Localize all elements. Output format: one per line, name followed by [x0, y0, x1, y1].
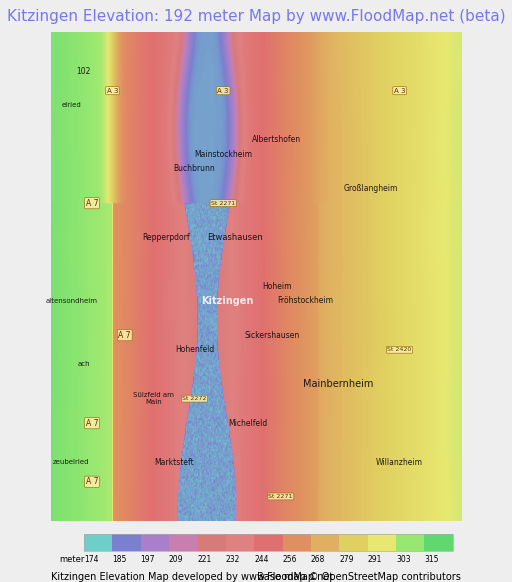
FancyBboxPatch shape [84, 534, 112, 552]
Text: Willanzheim: Willanzheim [376, 457, 423, 467]
Text: Hoheim: Hoheim [262, 282, 291, 291]
Text: A 3: A 3 [218, 88, 229, 94]
Text: 197: 197 [140, 555, 155, 563]
Text: 291: 291 [368, 555, 382, 563]
Text: A 7: A 7 [86, 477, 98, 487]
Text: 221: 221 [197, 555, 211, 563]
Text: Etwashausen: Etwashausen [208, 233, 263, 242]
FancyBboxPatch shape [283, 534, 311, 552]
Text: 256: 256 [283, 555, 297, 563]
Text: Fröhstockheim: Fröhstockheim [277, 296, 333, 306]
Text: 244: 244 [254, 555, 269, 563]
Text: A 3: A 3 [394, 88, 406, 94]
Text: 185: 185 [112, 555, 126, 563]
Text: 315: 315 [424, 555, 439, 563]
Text: St 2272: St 2272 [182, 396, 207, 401]
Text: elried: elried [61, 102, 81, 108]
FancyBboxPatch shape [226, 534, 254, 552]
FancyBboxPatch shape [112, 534, 140, 552]
Text: Sülzfeld am
Main: Sülzfeld am Main [133, 392, 174, 405]
Text: zeubelried: zeubelried [53, 459, 90, 465]
Text: 174: 174 [84, 555, 98, 563]
Text: St 2271: St 2271 [211, 201, 236, 205]
FancyBboxPatch shape [197, 534, 226, 552]
Text: Kitzingen Elevation Map developed by www.FloodMap.net: Kitzingen Elevation Map developed by www… [51, 572, 333, 582]
Text: Kitzingen: Kitzingen [201, 296, 253, 306]
Text: Sickershausen: Sickershausen [245, 331, 300, 340]
Text: Großlangheim: Großlangheim [344, 184, 398, 193]
Text: Buchbrunn: Buchbrunn [174, 164, 216, 173]
FancyBboxPatch shape [140, 534, 169, 552]
Text: Mainstockheim: Mainstockheim [194, 150, 252, 159]
Text: Michelfeld: Michelfeld [228, 418, 267, 428]
FancyBboxPatch shape [169, 534, 197, 552]
Text: Mainbernheim: Mainbernheim [303, 379, 373, 389]
Text: 303: 303 [396, 555, 411, 563]
FancyBboxPatch shape [368, 534, 396, 552]
FancyBboxPatch shape [254, 534, 283, 552]
Text: A 7: A 7 [86, 418, 98, 428]
Text: meter: meter [59, 555, 84, 563]
Text: St 2271: St 2271 [268, 494, 293, 499]
Text: St 2420: St 2420 [388, 347, 412, 352]
Text: 232: 232 [226, 555, 240, 563]
FancyBboxPatch shape [339, 534, 368, 552]
Text: 209: 209 [169, 555, 183, 563]
Text: Albertshofen: Albertshofen [252, 135, 301, 144]
Text: 268: 268 [311, 555, 325, 563]
Text: altensondheim: altensondheim [46, 298, 97, 304]
Text: Marktsteft: Marktsteft [154, 457, 194, 467]
Text: A 7: A 7 [118, 331, 131, 340]
FancyBboxPatch shape [311, 534, 339, 552]
Text: 102: 102 [76, 66, 91, 76]
Text: A 3: A 3 [106, 88, 118, 94]
Text: Kitzingen Elevation: 192 meter Map by www.FloodMap.net (beta): Kitzingen Elevation: 192 meter Map by ww… [7, 9, 505, 23]
Text: Base map © OpenStreetMap contributors: Base map © OpenStreetMap contributors [257, 572, 461, 582]
Text: Repperpdorf: Repperpdorf [142, 233, 189, 242]
Text: 279: 279 [339, 555, 354, 563]
Text: Hohenfeld: Hohenfeld [175, 345, 214, 354]
FancyBboxPatch shape [396, 534, 424, 552]
Text: A 7: A 7 [86, 198, 98, 208]
FancyBboxPatch shape [424, 534, 453, 552]
Text: ach: ach [77, 361, 90, 367]
